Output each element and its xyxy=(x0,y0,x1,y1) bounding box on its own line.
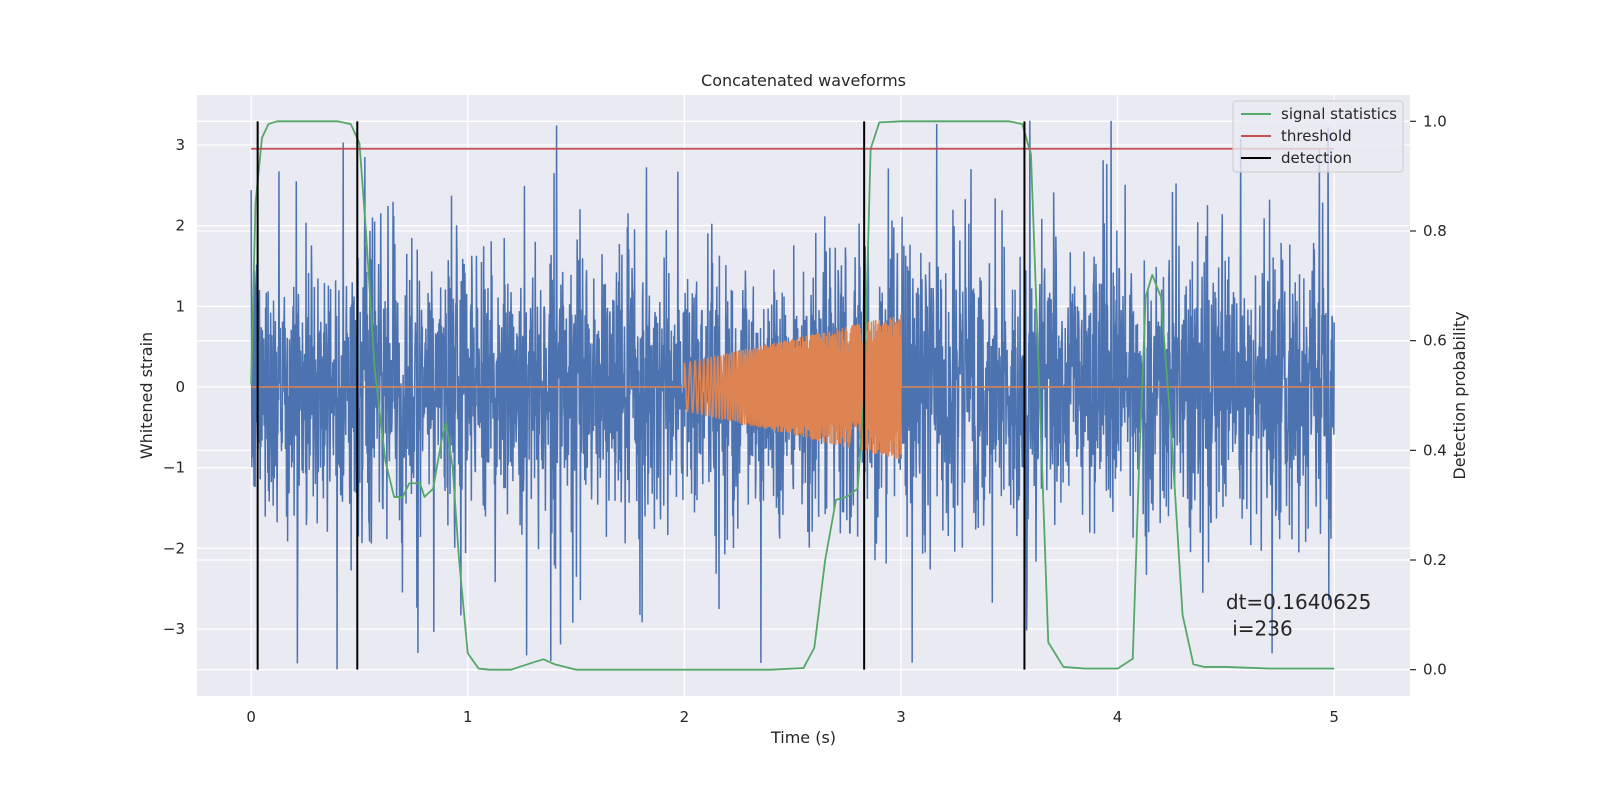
legend-label-signal-statistics: signal statistics xyxy=(1281,105,1397,123)
chart-title: Concatenated waveforms xyxy=(701,71,906,90)
chirp-waveform-line xyxy=(251,314,1335,459)
signal-statistics-line xyxy=(250,120,1335,671)
annotation-dt: dt=0.1640625 xyxy=(1226,590,1371,614)
y2-tick-label: 0.2 xyxy=(1423,551,1447,569)
y-axis-label: Whitened strain xyxy=(137,332,156,459)
y-axis-right: 0.0 0.2 0.4 0.6 0.8 1.0 xyxy=(1410,112,1447,679)
y2-tick-label: 0.6 xyxy=(1423,332,1447,350)
y-tick-label: −2 xyxy=(163,539,185,557)
y-tick-label: −1 xyxy=(163,459,185,477)
plot-area xyxy=(250,120,1335,671)
annotation-i: i=236 xyxy=(1226,616,1293,640)
y2-tick-label: 0.8 xyxy=(1423,222,1447,240)
x-tick-label: 5 xyxy=(1329,708,1339,726)
y2-tick-label: 1.0 xyxy=(1423,112,1447,130)
y-axis-left: −3 −2 −1 0 1 2 3 xyxy=(163,136,185,638)
x-tick-label: 1 xyxy=(463,708,473,726)
y2-axis-label: Detection probability xyxy=(1450,311,1469,479)
y-tick-label: 2 xyxy=(175,217,185,235)
legend: signal statistics threshold detection xyxy=(1232,100,1404,173)
y2-tick-label: 0.0 xyxy=(1423,661,1447,679)
x-tick-label: 4 xyxy=(1113,708,1123,726)
legend-box xyxy=(1232,100,1404,173)
x-tick-label: 0 xyxy=(246,708,256,726)
y-tick-label: −3 xyxy=(163,620,185,638)
legend-label-detection: detection xyxy=(1281,149,1352,167)
x-tick-label: 2 xyxy=(680,708,690,726)
x-axis: 0 1 2 3 4 5 xyxy=(246,708,1339,726)
x-tick-label: 3 xyxy=(896,708,906,726)
legend-label-threshold: threshold xyxy=(1281,127,1352,145)
y2-tick-label: 0.4 xyxy=(1423,441,1447,459)
y-tick-label: 0 xyxy=(175,378,185,396)
plot-layer xyxy=(250,120,1335,671)
y-tick-label: 1 xyxy=(175,297,185,315)
x-axis-label: Time (s) xyxy=(770,728,836,747)
y-tick-label: 3 xyxy=(175,136,185,154)
